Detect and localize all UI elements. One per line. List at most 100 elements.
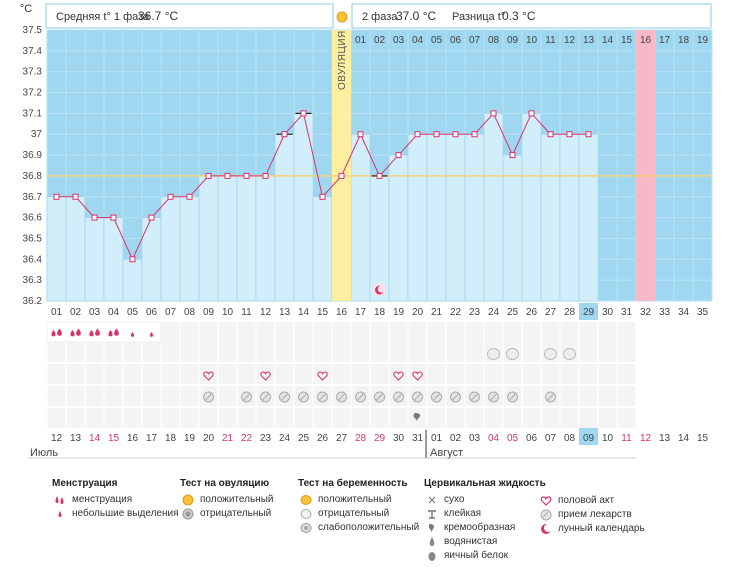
phase2-day-label: 13 bbox=[583, 35, 595, 46]
cycle-day-label: 01 bbox=[51, 307, 63, 318]
menstruation-drop-icon bbox=[51, 330, 56, 337]
menstruation-drop-icon bbox=[76, 328, 81, 336]
pregnancy-positive-icon bbox=[300, 495, 312, 505]
cycle-day-label: 27 bbox=[545, 307, 557, 318]
legend-cervical-title: Цервикальная жидкость bbox=[424, 478, 546, 489]
pill-icon-stripe bbox=[319, 393, 326, 401]
calendar-date-label: 12 bbox=[51, 433, 63, 444]
legend-pregnancy-test: Тест на беременность положительный отриц… bbox=[298, 478, 419, 535]
calendar-date-label: 08 bbox=[564, 433, 576, 444]
phase2-day-label: 08 bbox=[488, 35, 500, 46]
current-day-highlight bbox=[579, 303, 598, 320]
legend-menstruation-title: Менструация bbox=[52, 478, 118, 489]
header-box-phase2 bbox=[351, 3, 712, 29]
temperature-bar bbox=[141, 217, 162, 302]
legend-ovulation-positive-text: положительный bbox=[200, 494, 274, 505]
temperature-bar bbox=[350, 133, 371, 302]
sun-positive-icon bbox=[182, 494, 194, 506]
legend-cervical-sticky: клейкая bbox=[424, 507, 546, 521]
calendar-date-label: 09 bbox=[583, 433, 595, 444]
temperature-bar bbox=[559, 133, 580, 302]
legend-cervical: Цервикальная жидкость сухо клейкая кремо… bbox=[424, 478, 546, 563]
cycle-day-label: 19 bbox=[393, 307, 405, 318]
pill-icon-stripe bbox=[300, 393, 307, 401]
temperature-point bbox=[186, 193, 193, 200]
temperature-point bbox=[243, 172, 250, 179]
legend-pregnancy-negative: отрицательный bbox=[298, 507, 419, 521]
legend-menstruation-item: менструация bbox=[52, 493, 179, 507]
legend-cervical-watery: водянистая bbox=[424, 535, 546, 549]
drop-small-icon bbox=[58, 511, 62, 517]
creamy-icon bbox=[429, 524, 434, 532]
calendar-date-label: 25 bbox=[298, 433, 310, 444]
cycle-day-label: 09 bbox=[203, 307, 215, 318]
legend-spotting-item: небольшие выделения bbox=[52, 507, 179, 521]
calendar-date-label: 10 bbox=[602, 433, 614, 444]
cross-icon bbox=[428, 496, 436, 504]
legend-cervical-creamy: кремообразная bbox=[424, 521, 546, 535]
cycle-day-label: 28 bbox=[564, 307, 576, 318]
legend-cervical-eggwhite-text: яичный белок bbox=[444, 550, 509, 561]
calendar-date-label: 28 bbox=[355, 433, 367, 444]
temperature-bar bbox=[578, 133, 599, 302]
calendar-date-label: 12 bbox=[640, 433, 652, 444]
cycle-day-label: 03 bbox=[89, 307, 101, 318]
cycle-day-label: 06 bbox=[146, 307, 158, 318]
temperature-point bbox=[167, 193, 174, 200]
temperature-bar bbox=[483, 113, 504, 302]
pill-icon-stripe bbox=[205, 393, 212, 401]
calendar-date-label: 30 bbox=[393, 433, 405, 444]
cycle-day-label: 02 bbox=[70, 307, 82, 318]
pill-icon-stripe bbox=[547, 393, 554, 401]
legend-other: половой акт прием лекарств лунный календ… bbox=[538, 494, 645, 536]
drop-double-icon bbox=[55, 496, 64, 504]
pill-icon-stripe bbox=[262, 393, 269, 401]
temperature-point bbox=[471, 131, 478, 138]
pregnancy-negative-icon bbox=[544, 348, 557, 360]
y-tick-label: 36.3 bbox=[23, 275, 43, 286]
pill-icon-stripe bbox=[357, 393, 364, 401]
calendar-date-label: 17 bbox=[146, 433, 158, 444]
phase2-day-label: 17 bbox=[659, 35, 671, 46]
y-tick-label: 36.5 bbox=[23, 233, 43, 244]
phase2-day-label: 07 bbox=[469, 35, 481, 46]
cycle-day-label: 11 bbox=[241, 307, 252, 318]
cycle-day-label: 18 bbox=[374, 307, 386, 318]
phase2-day-label: 15 bbox=[621, 35, 633, 46]
calendar-date-label: 20 bbox=[203, 433, 215, 444]
y-tick-label: 36.6 bbox=[23, 213, 43, 224]
y-tick-label: 37.3 bbox=[23, 67, 43, 78]
cycle-day-label: 13 bbox=[279, 307, 291, 318]
pill-icon-stripe bbox=[490, 393, 497, 401]
ovulation-label: ОВУЛЯЦИЯ bbox=[337, 30, 348, 90]
cycle-day-label: 30 bbox=[602, 307, 614, 318]
spotting-drop-icon bbox=[130, 332, 135, 337]
marks-row bbox=[47, 408, 636, 428]
cycle-day-label: 25 bbox=[507, 307, 519, 318]
temperature-point bbox=[547, 131, 554, 138]
cycle-day-label: 23 bbox=[469, 307, 481, 318]
legend-cervical-sticky-text: клейкая bbox=[444, 508, 482, 519]
pill-icon-stripe bbox=[471, 393, 478, 401]
temperature-point bbox=[490, 110, 497, 117]
temperature-bar bbox=[217, 175, 238, 302]
phase2-day-label: 18 bbox=[678, 35, 690, 46]
temperature-bar bbox=[502, 154, 523, 302]
temperature-bar bbox=[179, 196, 200, 302]
calendar-date-label: 07 bbox=[545, 433, 557, 444]
pill-icon-stripe bbox=[509, 393, 516, 401]
pill-icon-stripe bbox=[433, 393, 440, 401]
temperature-point bbox=[585, 131, 592, 138]
phase2-day-label: 14 bbox=[602, 35, 614, 46]
legend-medication: прием лекарств bbox=[538, 508, 645, 522]
sun-icon bbox=[336, 11, 348, 23]
pill-icon-stripe bbox=[243, 393, 250, 401]
cycle-day-label: 14 bbox=[298, 307, 310, 318]
legend-pregnancy-positive: положительный bbox=[298, 493, 419, 507]
legend-pregnancy-positive-text: положительный bbox=[318, 494, 392, 505]
legend-cervical-watery-text: водянистая bbox=[444, 536, 498, 547]
temperature-point bbox=[376, 172, 383, 179]
calendar-date-label: 06 bbox=[526, 433, 538, 444]
y-tick-label: 36.9 bbox=[23, 150, 43, 161]
calendar-date-label: 31 bbox=[412, 433, 424, 444]
